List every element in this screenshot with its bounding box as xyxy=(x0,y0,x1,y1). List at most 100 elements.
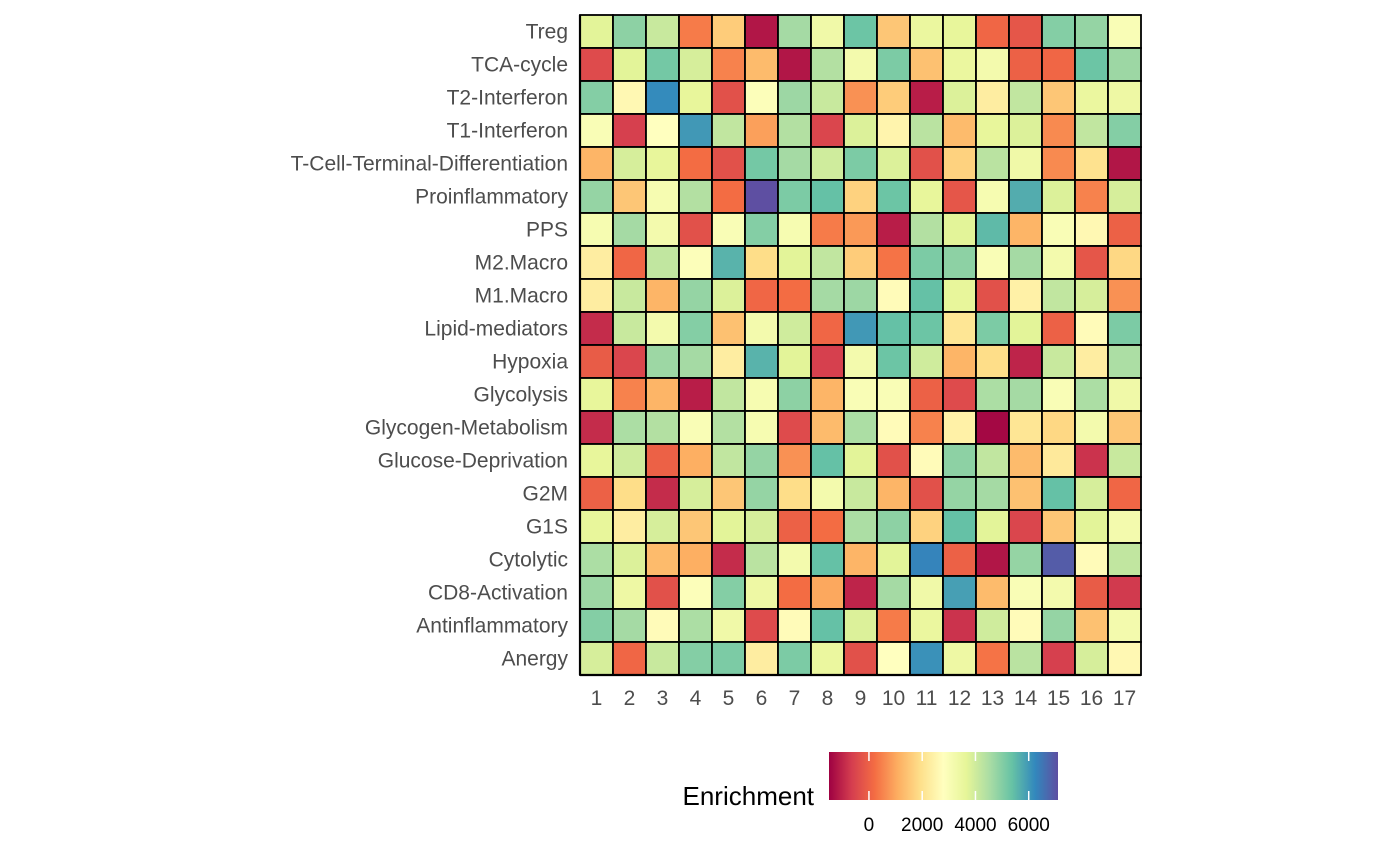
heatmap-cell xyxy=(1008,410,1043,445)
heatmap-cell xyxy=(843,410,878,445)
heatmap-cell xyxy=(612,245,647,280)
heatmap-cell xyxy=(975,146,1010,181)
row-label: TCA-cycle xyxy=(471,54,568,77)
heatmap-cell xyxy=(645,443,680,478)
heatmap-cell xyxy=(1074,311,1109,346)
heatmap-cell xyxy=(843,575,878,610)
heatmap-cell xyxy=(1041,410,1076,445)
heatmap-cell xyxy=(645,14,680,49)
heatmap-cell xyxy=(579,80,614,115)
heatmap-cell xyxy=(975,641,1010,676)
heatmap-cell xyxy=(579,146,614,181)
heatmap-cell xyxy=(1041,212,1076,247)
heatmap-cell xyxy=(612,47,647,82)
heatmap-cell xyxy=(612,410,647,445)
row-label: CD8-Activation xyxy=(428,582,568,605)
heatmap-cell xyxy=(1008,245,1043,280)
legend-tick-label: 0 xyxy=(864,815,875,836)
heatmap-cell xyxy=(711,344,746,379)
heatmap-cell xyxy=(579,344,614,379)
heatmap-cell xyxy=(876,212,911,247)
row-label: Glycogen-Metabolism xyxy=(365,417,568,440)
heatmap-cell xyxy=(942,509,977,544)
column-label: 17 xyxy=(1113,687,1136,710)
heatmap-cell xyxy=(843,542,878,577)
row-label: Glucose-Deprivation xyxy=(378,450,568,473)
heatmap-cell xyxy=(744,212,779,247)
heatmap-cell xyxy=(909,311,944,346)
heatmap-cell xyxy=(942,344,977,379)
heatmap-cell xyxy=(975,476,1010,511)
heatmap-cell xyxy=(909,278,944,313)
heatmap-cell xyxy=(1107,443,1142,478)
legend-tick-label: 6000 xyxy=(1008,815,1050,836)
heatmap-cell xyxy=(1041,608,1076,643)
heatmap-cell xyxy=(1008,113,1043,148)
heatmap-cell xyxy=(843,311,878,346)
heatmap-cell xyxy=(579,113,614,148)
heatmap-cell xyxy=(1107,47,1142,82)
heatmap-cell xyxy=(810,608,845,643)
heatmap-cell xyxy=(711,476,746,511)
heatmap-cell xyxy=(777,641,812,676)
heatmap-cell xyxy=(612,641,647,676)
heatmap-cell xyxy=(579,509,614,544)
heatmap-cell xyxy=(810,575,845,610)
heatmap-cell xyxy=(678,476,713,511)
heatmap-cell xyxy=(876,509,911,544)
heatmap-cell xyxy=(942,14,977,49)
heatmap-cell xyxy=(843,47,878,82)
heatmap-cell xyxy=(612,575,647,610)
heatmap-cell xyxy=(1008,14,1043,49)
heatmap-cell xyxy=(1008,146,1043,181)
heatmap-cell xyxy=(1074,14,1109,49)
legend: Enrichment 0 2000 4000 6000 xyxy=(683,752,1058,836)
heatmap-cell xyxy=(645,245,680,280)
heatmap-cell xyxy=(810,245,845,280)
heatmap-cell xyxy=(1008,47,1043,82)
heatmap-cell xyxy=(909,443,944,478)
heatmap-cell xyxy=(612,476,647,511)
heatmap-cell xyxy=(777,179,812,214)
row-label: Treg xyxy=(526,21,568,44)
heatmap-cell xyxy=(678,641,713,676)
heatmap-cell xyxy=(711,80,746,115)
heatmap-cell xyxy=(1074,608,1109,643)
heatmap-cell xyxy=(711,278,746,313)
heatmap-cell xyxy=(744,344,779,379)
heatmap-cell xyxy=(1041,641,1076,676)
heatmap-cell xyxy=(1107,575,1142,610)
heatmap-cell xyxy=(876,311,911,346)
heatmap-cell xyxy=(876,179,911,214)
heatmap-cell xyxy=(909,14,944,49)
heatmap-cell xyxy=(1074,146,1109,181)
heatmap-cell xyxy=(975,542,1010,577)
heatmap-cell xyxy=(1041,509,1076,544)
heatmap-cell xyxy=(711,146,746,181)
column-label: 9 xyxy=(855,687,867,710)
heatmap-cell xyxy=(1074,113,1109,148)
heatmap-cell xyxy=(942,641,977,676)
heatmap-cell xyxy=(942,542,977,577)
heatmap-cell xyxy=(942,146,977,181)
heatmap-cell xyxy=(711,377,746,412)
heatmap-cell xyxy=(810,278,845,313)
heatmap-cell xyxy=(645,311,680,346)
heatmap-cell xyxy=(777,542,812,577)
heatmap-cell xyxy=(876,608,911,643)
heatmap-cell xyxy=(909,47,944,82)
heatmap-cell xyxy=(909,575,944,610)
heatmap-cell xyxy=(909,245,944,280)
heatmap-cell xyxy=(975,80,1010,115)
heatmap-cell xyxy=(1107,146,1142,181)
heatmap-cell xyxy=(777,278,812,313)
legend-title: Enrichment xyxy=(683,781,815,811)
heatmap-cell xyxy=(645,608,680,643)
heatmap-cell xyxy=(744,113,779,148)
legend-tick-label: 4000 xyxy=(954,815,996,836)
heatmap-cell xyxy=(1041,14,1076,49)
heatmap-cell xyxy=(1008,377,1043,412)
row-label: PPS xyxy=(526,219,568,242)
heatmap-cell xyxy=(645,80,680,115)
heatmap-cell xyxy=(777,146,812,181)
